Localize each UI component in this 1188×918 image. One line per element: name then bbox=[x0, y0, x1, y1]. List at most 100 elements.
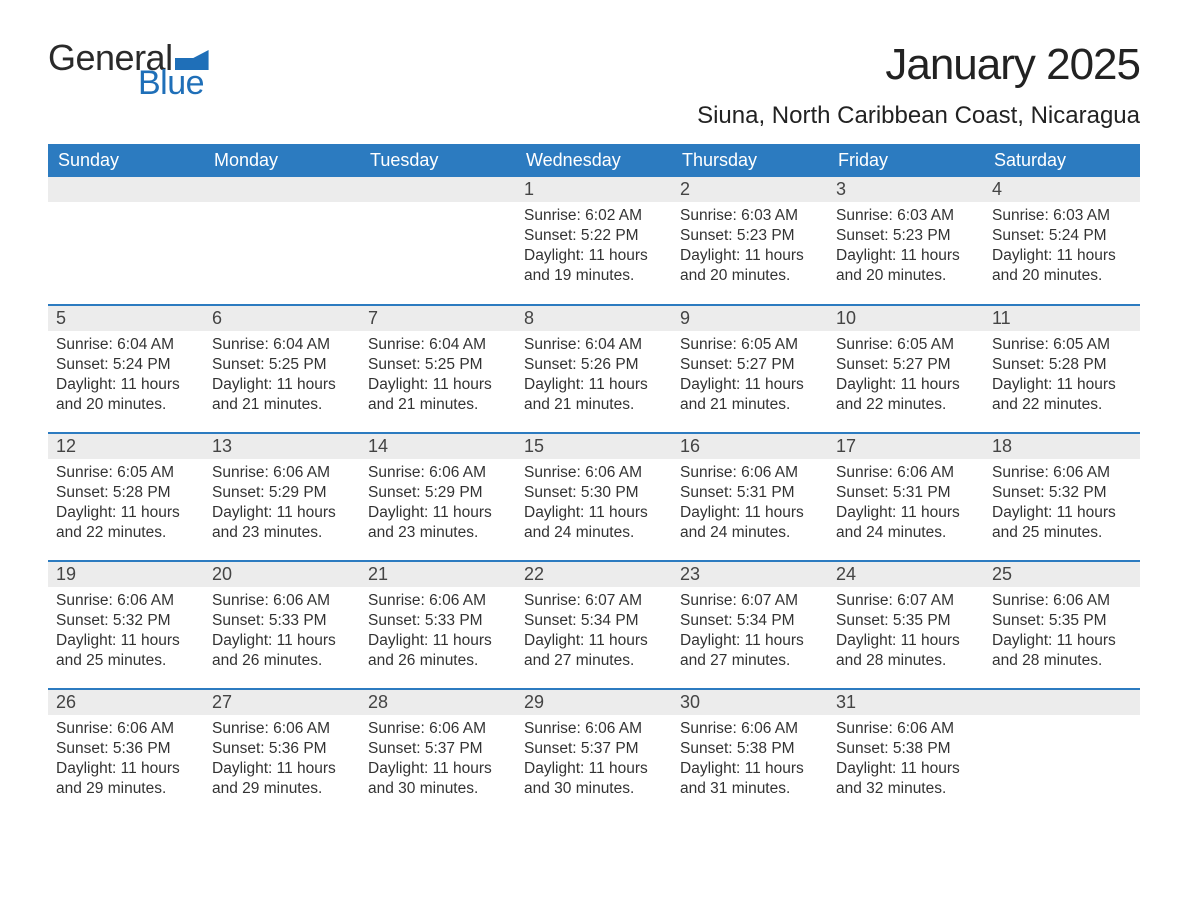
day-number: 28 bbox=[360, 690, 516, 715]
day-number: 31 bbox=[828, 690, 984, 715]
daylight-line-1: Daylight: 11 hours bbox=[212, 503, 352, 523]
day-number: 10 bbox=[828, 306, 984, 331]
col-monday: Monday bbox=[204, 144, 360, 177]
sunrise-line: Sunrise: 6:03 AM bbox=[992, 206, 1132, 226]
sunset-line: Sunset: 5:35 PM bbox=[992, 611, 1132, 631]
calendar-day-cell: 11Sunrise: 6:05 AMSunset: 5:28 PMDayligh… bbox=[984, 305, 1140, 433]
sunset-line: Sunset: 5:25 PM bbox=[212, 355, 352, 375]
day-number: 30 bbox=[672, 690, 828, 715]
sunrise-line: Sunrise: 6:06 AM bbox=[680, 719, 820, 739]
calendar-day-cell: 31Sunrise: 6:06 AMSunset: 5:38 PMDayligh… bbox=[828, 689, 984, 817]
sunrise-line: Sunrise: 6:04 AM bbox=[368, 335, 508, 355]
day-details: Sunrise: 6:04 AMSunset: 5:24 PMDaylight:… bbox=[48, 331, 204, 424]
daylight-line-1: Daylight: 11 hours bbox=[212, 375, 352, 395]
daylight-line-1: Daylight: 11 hours bbox=[680, 503, 820, 523]
day-details: Sunrise: 6:06 AMSunset: 5:32 PMDaylight:… bbox=[48, 587, 204, 680]
flag-icon bbox=[175, 50, 209, 70]
calendar-day-cell bbox=[360, 177, 516, 305]
month-title: January 2025 bbox=[697, 40, 1140, 90]
day-details: Sunrise: 6:07 AMSunset: 5:35 PMDaylight:… bbox=[828, 587, 984, 680]
day-number: 27 bbox=[204, 690, 360, 715]
day-number bbox=[360, 177, 516, 202]
sunset-line: Sunset: 5:32 PM bbox=[56, 611, 196, 631]
day-number: 4 bbox=[984, 177, 1140, 202]
calendar-day-cell: 28Sunrise: 6:06 AMSunset: 5:37 PMDayligh… bbox=[360, 689, 516, 817]
day-number: 20 bbox=[204, 562, 360, 587]
day-number: 23 bbox=[672, 562, 828, 587]
day-details: Sunrise: 6:06 AMSunset: 5:38 PMDaylight:… bbox=[828, 715, 984, 808]
sunrise-line: Sunrise: 6:06 AM bbox=[992, 591, 1132, 611]
daylight-line-2: and 24 minutes. bbox=[680, 523, 820, 543]
title-block: January 2025 Siuna, North Caribbean Coas… bbox=[697, 40, 1140, 130]
day-details: Sunrise: 6:04 AMSunset: 5:25 PMDaylight:… bbox=[360, 331, 516, 424]
day-number: 12 bbox=[48, 434, 204, 459]
daylight-line-2: and 26 minutes. bbox=[368, 651, 508, 671]
daylight-line-2: and 23 minutes. bbox=[368, 523, 508, 543]
daylight-line-1: Daylight: 11 hours bbox=[524, 759, 664, 779]
daylight-line-2: and 25 minutes. bbox=[56, 651, 196, 671]
daylight-line-1: Daylight: 11 hours bbox=[680, 375, 820, 395]
calendar-day-cell: 19Sunrise: 6:06 AMSunset: 5:32 PMDayligh… bbox=[48, 561, 204, 689]
daylight-line-1: Daylight: 11 hours bbox=[992, 503, 1132, 523]
day-details: Sunrise: 6:06 AMSunset: 5:36 PMDaylight:… bbox=[204, 715, 360, 808]
daylight-line-1: Daylight: 11 hours bbox=[836, 503, 976, 523]
calendar-day-cell: 1Sunrise: 6:02 AMSunset: 5:22 PMDaylight… bbox=[516, 177, 672, 305]
daylight-line-1: Daylight: 11 hours bbox=[836, 375, 976, 395]
daylight-line-1: Daylight: 11 hours bbox=[56, 631, 196, 651]
daylight-line-1: Daylight: 11 hours bbox=[680, 631, 820, 651]
calendar-table: Sunday Monday Tuesday Wednesday Thursday… bbox=[48, 144, 1140, 817]
sunset-line: Sunset: 5:27 PM bbox=[836, 355, 976, 375]
day-details: Sunrise: 6:06 AMSunset: 5:35 PMDaylight:… bbox=[984, 587, 1140, 680]
col-saturday: Saturday bbox=[984, 144, 1140, 177]
calendar-day-cell: 27Sunrise: 6:06 AMSunset: 5:36 PMDayligh… bbox=[204, 689, 360, 817]
sunset-line: Sunset: 5:24 PM bbox=[56, 355, 196, 375]
day-details: Sunrise: 6:04 AMSunset: 5:26 PMDaylight:… bbox=[516, 331, 672, 424]
calendar-day-cell: 5Sunrise: 6:04 AMSunset: 5:24 PMDaylight… bbox=[48, 305, 204, 433]
day-details: Sunrise: 6:04 AMSunset: 5:25 PMDaylight:… bbox=[204, 331, 360, 424]
day-details: Sunrise: 6:06 AMSunset: 5:32 PMDaylight:… bbox=[984, 459, 1140, 552]
logo-text-2: Blue bbox=[138, 66, 209, 100]
day-details: Sunrise: 6:03 AMSunset: 5:23 PMDaylight:… bbox=[828, 202, 984, 295]
sunrise-line: Sunrise: 6:06 AM bbox=[524, 719, 664, 739]
daylight-line-2: and 20 minutes. bbox=[680, 266, 820, 286]
day-number: 22 bbox=[516, 562, 672, 587]
daylight-line-1: Daylight: 11 hours bbox=[524, 246, 664, 266]
sunrise-line: Sunrise: 6:06 AM bbox=[368, 463, 508, 483]
daylight-line-2: and 27 minutes. bbox=[680, 651, 820, 671]
calendar-day-cell: 29Sunrise: 6:06 AMSunset: 5:37 PMDayligh… bbox=[516, 689, 672, 817]
col-thursday: Thursday bbox=[672, 144, 828, 177]
sunrise-line: Sunrise: 6:02 AM bbox=[524, 206, 664, 226]
calendar-day-cell: 25Sunrise: 6:06 AMSunset: 5:35 PMDayligh… bbox=[984, 561, 1140, 689]
daylight-line-2: and 22 minutes. bbox=[992, 395, 1132, 415]
calendar-day-cell: 2Sunrise: 6:03 AMSunset: 5:23 PMDaylight… bbox=[672, 177, 828, 305]
day-details: Sunrise: 6:06 AMSunset: 5:29 PMDaylight:… bbox=[360, 459, 516, 552]
daylight-line-2: and 21 minutes. bbox=[680, 395, 820, 415]
weekday-header-row: Sunday Monday Tuesday Wednesday Thursday… bbox=[48, 144, 1140, 177]
calendar-week-row: 1Sunrise: 6:02 AMSunset: 5:22 PMDaylight… bbox=[48, 177, 1140, 305]
sunset-line: Sunset: 5:23 PM bbox=[836, 226, 976, 246]
daylight-line-1: Daylight: 11 hours bbox=[680, 246, 820, 266]
sunrise-line: Sunrise: 6:07 AM bbox=[836, 591, 976, 611]
sunrise-line: Sunrise: 6:06 AM bbox=[56, 719, 196, 739]
sunrise-line: Sunrise: 6:05 AM bbox=[836, 335, 976, 355]
sunset-line: Sunset: 5:32 PM bbox=[992, 483, 1132, 503]
daylight-line-2: and 30 minutes. bbox=[524, 779, 664, 799]
daylight-line-2: and 28 minutes. bbox=[836, 651, 976, 671]
sunrise-line: Sunrise: 6:05 AM bbox=[56, 463, 196, 483]
sunset-line: Sunset: 5:27 PM bbox=[680, 355, 820, 375]
daylight-line-2: and 29 minutes. bbox=[56, 779, 196, 799]
sunset-line: Sunset: 5:33 PM bbox=[368, 611, 508, 631]
col-tuesday: Tuesday bbox=[360, 144, 516, 177]
day-details: Sunrise: 6:02 AMSunset: 5:22 PMDaylight:… bbox=[516, 202, 672, 295]
calendar-day-cell: 22Sunrise: 6:07 AMSunset: 5:34 PMDayligh… bbox=[516, 561, 672, 689]
calendar-day-cell: 3Sunrise: 6:03 AMSunset: 5:23 PMDaylight… bbox=[828, 177, 984, 305]
daylight-line-2: and 31 minutes. bbox=[680, 779, 820, 799]
day-number: 9 bbox=[672, 306, 828, 331]
calendar-page: General Blue January 2025 Siuna, North C… bbox=[0, 0, 1188, 857]
daylight-line-1: Daylight: 11 hours bbox=[524, 503, 664, 523]
day-number: 6 bbox=[204, 306, 360, 331]
daylight-line-1: Daylight: 11 hours bbox=[368, 375, 508, 395]
sunset-line: Sunset: 5:30 PM bbox=[524, 483, 664, 503]
day-number: 1 bbox=[516, 177, 672, 202]
day-details: Sunrise: 6:06 AMSunset: 5:31 PMDaylight:… bbox=[672, 459, 828, 552]
